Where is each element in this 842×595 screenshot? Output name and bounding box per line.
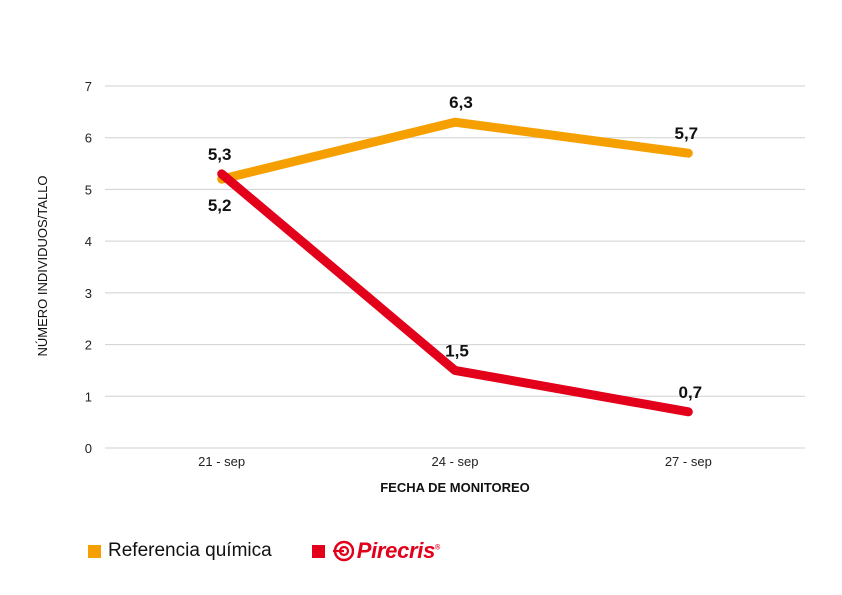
legend-swatch-chemical xyxy=(88,544,101,558)
y-tick-label: 1 xyxy=(85,389,92,404)
y-axis-title: NÚMERO INDIVIDUOS/TALLO xyxy=(35,175,50,356)
y-tick-label: 2 xyxy=(85,338,92,353)
legend: Referencia química Pirecris® xyxy=(88,538,480,564)
y-tick-labels: 0 1 2 3 4 5 6 7 xyxy=(85,79,92,456)
pirecris-wordmark: Pirecris® xyxy=(356,538,440,563)
y-tick-label: 0 xyxy=(85,441,92,456)
legend-item-pirecris: Pirecris® xyxy=(311,538,440,564)
data-label-pirecris: 5,3 xyxy=(208,145,232,164)
series-lines xyxy=(217,117,693,417)
legend-item-chemical: Referencia química xyxy=(88,540,272,562)
y-tick-label: 6 xyxy=(85,131,92,146)
x-tick-label: 24 - sep xyxy=(432,454,479,469)
grid-lines xyxy=(105,85,805,449)
pirecris-target-icon xyxy=(332,540,354,562)
data-labels: 5,2 6,3 5,7 5,3 1,5 0,7 xyxy=(208,93,702,402)
series-line-pirecris xyxy=(217,169,693,417)
data-label-referencia-quimica: 5,2 xyxy=(208,196,232,215)
data-label-pirecris: 0,7 xyxy=(679,383,703,402)
x-tick-label: 21 - sep xyxy=(198,454,245,469)
y-tick-label: 5 xyxy=(85,182,92,197)
data-label-referencia-quimica: 5,7 xyxy=(675,124,699,143)
x-axis-title: FECHA DE MONITOREO xyxy=(380,480,530,495)
data-label-pirecris: 1,5 xyxy=(445,341,469,360)
y-tick-label: 4 xyxy=(85,234,92,249)
x-tick-labels: 21 - sep 24 - sep 27 - sep xyxy=(198,454,712,469)
x-tick-label: 27 - sep xyxy=(665,454,712,469)
data-label-referencia-quimica: 6,3 xyxy=(449,93,473,112)
legend-label-chemical: Referencia química xyxy=(108,540,272,561)
y-tick-label: 7 xyxy=(85,79,92,94)
y-tick-label: 3 xyxy=(85,286,92,301)
series-line-referencia-quimica xyxy=(217,117,693,184)
pirecris-logo-icon: Pirecris® xyxy=(332,538,440,564)
legend-swatch-pirecris xyxy=(311,544,325,558)
